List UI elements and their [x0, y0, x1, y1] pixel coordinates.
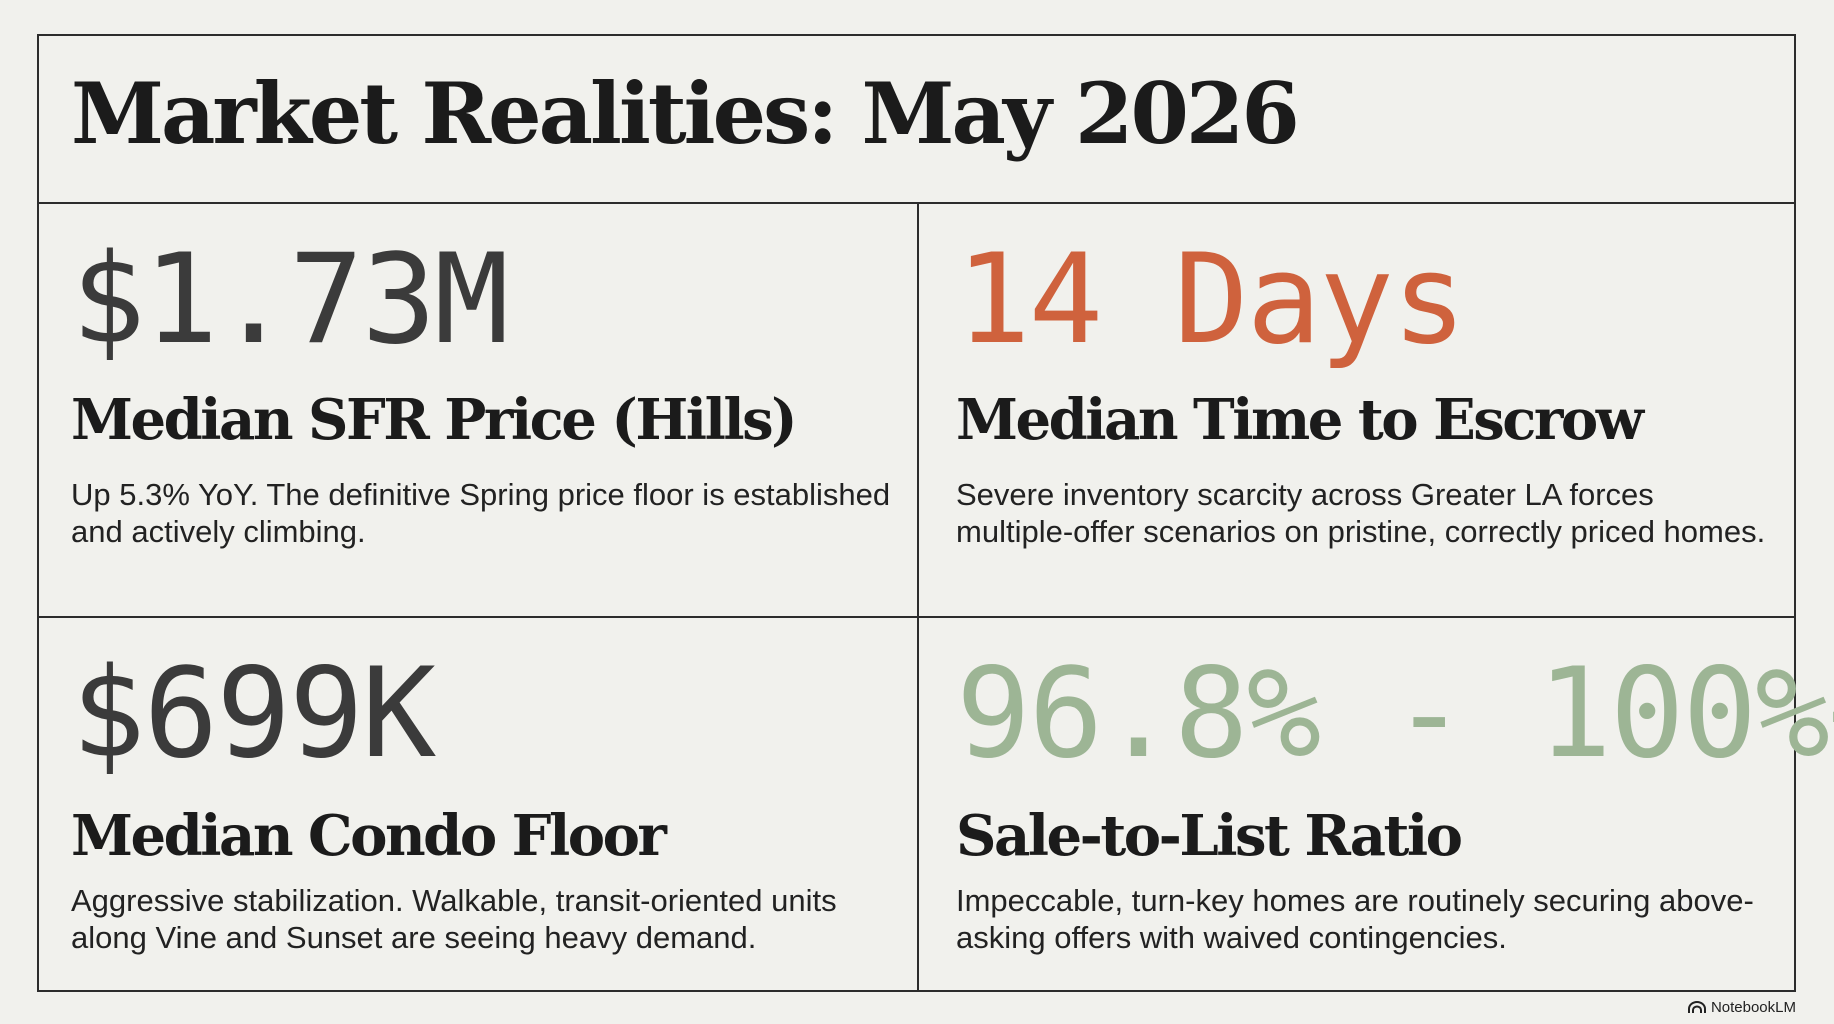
page-title: Market Realities: May 2026	[71, 64, 1300, 163]
metric-label: Median SFR Price (Hills)	[71, 387, 798, 453]
notebooklm-watermark: NotebookLM	[1687, 999, 1796, 1016]
metric-label: Median Condo Floor	[71, 803, 667, 869]
metric-value: 96.8% - 100%+	[956, 642, 1834, 786]
metric-label: Sale-to-List Ratio	[956, 803, 1463, 869]
metric-description: Up 5.3% YoY. The definitive Spring price…	[71, 477, 891, 549]
metric-card-sfr-price: $1.73M Median SFR Price (Hills) Up 5.3% …	[39, 204, 919, 618]
watermark-text: NotebookLM	[1710, 999, 1796, 1016]
metric-card-time-to-escrow: 14 Days Median Time to Escrow Severe inv…	[919, 204, 1796, 618]
metric-value: 14 Days	[956, 228, 1467, 372]
metric-description: Severe inventory scarcity across Greater…	[956, 477, 1766, 549]
metric-value: $1.73M	[71, 228, 509, 372]
metric-description: Aggressive stabilization. Walkable, tran…	[71, 883, 837, 955]
metric-value: $699K	[71, 642, 436, 786]
metric-card-condo-floor: $699K Median Condo Floor Aggressive stab…	[39, 618, 919, 992]
notebooklm-logo-icon	[1687, 1001, 1706, 1014]
market-summary-card: Market Realities: May 2026 $1.73M Median…	[37, 34, 1834, 992]
metric-label: Median Time to Escrow	[956, 387, 1644, 453]
metric-description: Impeccable, turn-key homes are routinely…	[956, 883, 1754, 955]
metric-card-sale-to-list: 96.8% - 100%+ Sale-to-List Ratio Impecca…	[919, 618, 1834, 992]
title-row: Market Realities: May 2026	[39, 36, 1794, 204]
